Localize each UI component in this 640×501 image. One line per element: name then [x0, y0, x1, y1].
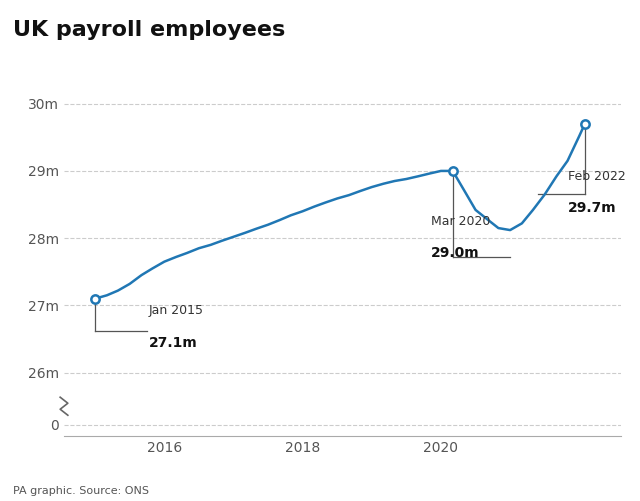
Text: UK payroll employees: UK payroll employees — [13, 20, 285, 40]
Text: PA graphic. Source: ONS: PA graphic. Source: ONS — [13, 486, 149, 496]
Text: 27.1m: 27.1m — [149, 336, 198, 350]
Text: 29.0m: 29.0m — [431, 246, 479, 260]
Text: Jan 2015: Jan 2015 — [149, 305, 204, 318]
Text: 29.7m: 29.7m — [568, 201, 616, 215]
Text: Mar 2020: Mar 2020 — [431, 215, 490, 228]
Text: Feb 2022: Feb 2022 — [568, 170, 625, 183]
